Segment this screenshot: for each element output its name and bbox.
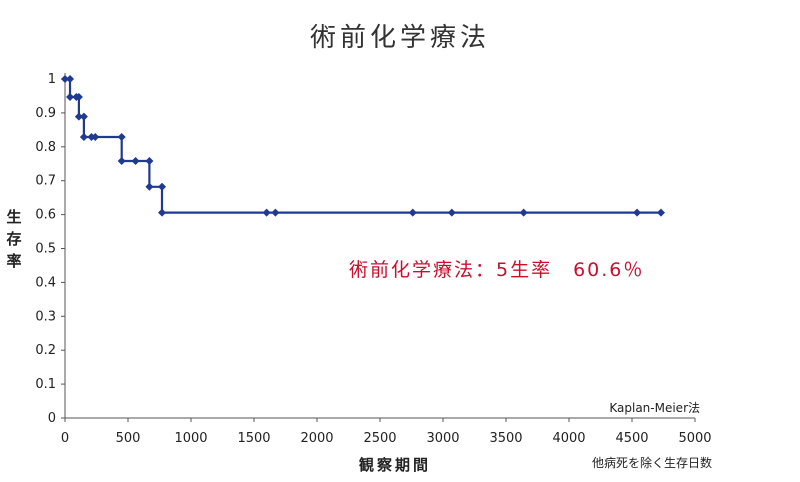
x-tick-label: 500 [116, 431, 141, 446]
y-tick-label: 0 [48, 411, 56, 426]
x-tick-labels: 0 500 1000 1500 2000 2500 3000 3500 4000 4500 5000 [61, 418, 712, 446]
y-axis-label: 生 存 率 [6, 208, 21, 270]
x-tick-label: 1500 [237, 431, 270, 446]
y-tick-label: 0.3 [35, 309, 56, 324]
chart-title: 術前化学療法 [310, 23, 490, 53]
data-point-marker [74, 112, 83, 121]
x-axis-label: 観察期間 [359, 456, 431, 474]
y-tick-label: 0.8 [35, 140, 56, 155]
y-axis-label-char: 率 [6, 252, 21, 270]
y-tick-label: 0.4 [35, 275, 56, 290]
x-tick-label: 1000 [174, 431, 207, 446]
y-tick-label: 0.7 [35, 174, 56, 189]
data-point-marker [66, 75, 75, 83]
y-tick-labels: 0 0.1 0.2 0.3 0.4 0.5 0.6 0.7 0.8 0.9 1 [35, 72, 65, 426]
x-tick-label: 3000 [426, 431, 459, 446]
data-point-marker [633, 208, 642, 217]
axes [64, 73, 695, 419]
data-point-marker [66, 92, 75, 101]
data-point-marker [145, 157, 154, 166]
y-tick-label: 0.9 [35, 106, 56, 121]
x-tick-label: 5000 [678, 431, 711, 446]
data-point-marker [447, 208, 456, 217]
data-point-marker [158, 182, 167, 191]
data-point-marker [271, 208, 280, 217]
data-point-marker [158, 208, 167, 217]
method-note: Kaplan-Meier法 [609, 401, 700, 415]
y-axis-label-char: 存 [6, 230, 21, 248]
data-point-marker [61, 75, 69, 83]
x-tick-label: 2000 [300, 431, 333, 446]
data-point-marker [74, 92, 83, 101]
x-tick-label: 4000 [552, 431, 585, 446]
y-tick-label: 1 [48, 72, 56, 87]
x-tick-label: 0 [61, 431, 69, 446]
data-point-marker [519, 208, 528, 217]
data-point-marker [79, 132, 88, 141]
data-point-marker [117, 132, 126, 141]
series-layer [61, 75, 665, 217]
y-tick-label: 0.1 [35, 377, 56, 392]
data-point-marker [145, 182, 154, 191]
data-point-marker [117, 157, 126, 166]
y-tick-label: 0.2 [35, 343, 56, 358]
x-tick-label: 3500 [489, 431, 522, 446]
y-tick-label: 0.6 [35, 208, 56, 223]
data-point-marker [79, 112, 88, 121]
data-point-marker [91, 132, 100, 141]
y-axis-label-char: 生 [6, 208, 21, 226]
survival-step-line [65, 77, 661, 214]
y-tick-label: 0.5 [35, 242, 56, 257]
x-tick-label: 4500 [615, 431, 648, 446]
data-point-marker [656, 208, 665, 217]
annotation-five-year-survival: 術前化学療法：5生率 60.6％ [349, 259, 644, 281]
data-point-marker [262, 208, 271, 217]
x-tick-label: 2500 [363, 431, 396, 446]
data-point-marker [408, 208, 417, 217]
data-point-marker [131, 157, 140, 166]
x-axis-note: 他病死を除く生存日数 [592, 455, 712, 470]
